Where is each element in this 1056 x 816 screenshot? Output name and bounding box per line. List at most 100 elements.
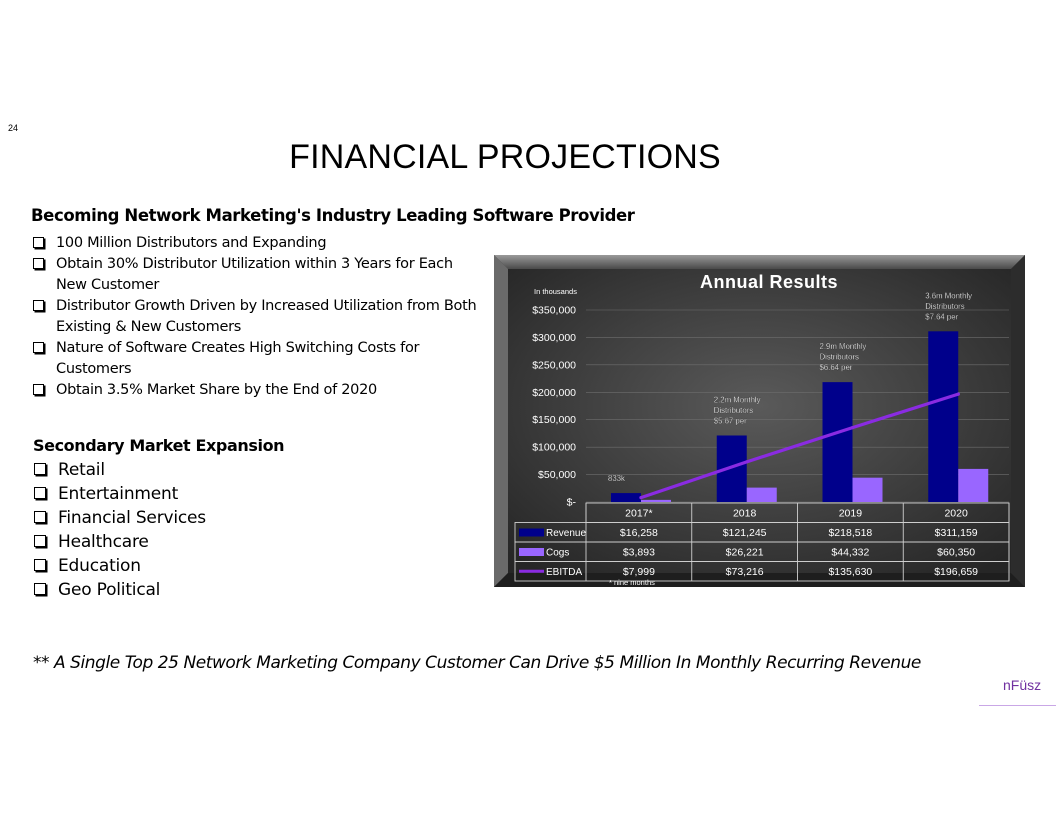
- bullet-text: 100 Million Distributors and Expanding: [56, 235, 327, 251]
- bullet-text: Geo Political: [58, 580, 161, 600]
- bullet-item: Entertainment: [33, 482, 206, 506]
- bullet-item: Obtain 3.5% Market Share by the End of 2…: [31, 380, 481, 401]
- bar-annotation: Distributors: [714, 406, 754, 415]
- checkbox-bullet-icon: [33, 258, 44, 269]
- chart-svg: Annual Results In thousands $- $50,000 $10…: [494, 255, 1025, 587]
- bar-annotation: $5.67 per: [714, 416, 747, 425]
- industry-bullet-list: 100 Million Distributors and Expanding O…: [31, 233, 481, 401]
- bullet-text: Entertainment: [58, 484, 179, 504]
- y-tick-label: $50,000: [538, 469, 576, 481]
- cogs-bar: [852, 477, 883, 502]
- table-value: $7,999: [623, 566, 655, 578]
- bullet-item: Education: [33, 554, 206, 578]
- y-tick-label: $-: [567, 497, 577, 509]
- cogs-bar: [641, 499, 671, 502]
- checkbox-bullet-icon: [33, 300, 44, 311]
- chart-title: Annual Results: [700, 272, 838, 292]
- table-value: $196,659: [934, 566, 978, 578]
- ebitda-point: [745, 460, 749, 464]
- bullet-text: Financial Services: [58, 508, 206, 528]
- y-tick-label: $300,000: [532, 332, 576, 344]
- bar-annotation: 2.2m Monthly: [714, 395, 761, 404]
- bullet-item: 100 Million Distributors and Expanding: [31, 233, 481, 254]
- bar-annotation: 2.9m Monthly: [820, 342, 867, 351]
- table-value: $44,332: [831, 547, 869, 559]
- revenue-bar: [928, 331, 959, 502]
- ebitda-point: [639, 496, 643, 500]
- legend-label: Revenue: [546, 528, 586, 539]
- bullet-item: Retail: [33, 458, 206, 482]
- bullet-text: Distributor Growth Driven by Increased U…: [56, 298, 477, 335]
- x-tick-label: 2017*: [625, 508, 652, 520]
- checkbox-bullet-icon: [33, 237, 44, 248]
- bullet-item: Obtain 30% Distributor Utilization withi…: [31, 254, 481, 296]
- bar-annotation: 833k: [608, 474, 625, 483]
- bar-annotation: 3.6m Monthly: [925, 291, 972, 300]
- revenue-bar: [822, 382, 853, 502]
- brand-logo-text: nFüsz: [1003, 677, 1042, 693]
- ebitda-point: [850, 425, 855, 430]
- chart-unit-label: In thousands: [534, 287, 577, 296]
- legend-swatch: [519, 548, 544, 556]
- chart-footnote: * nine months: [609, 578, 655, 587]
- checkbox-bullet-icon: [33, 384, 44, 395]
- section-heading-industry: Becoming Network Marketing's Industry Le…: [31, 206, 635, 225]
- y-tick-label: $200,000: [532, 387, 576, 399]
- bar-annotation: Distributors: [820, 353, 860, 362]
- bullet-text: Obtain 3.5% Market Share by the End of 2…: [56, 382, 377, 398]
- table-row-border: [514, 561, 1010, 582]
- checkbox-bullet-icon: [34, 487, 46, 499]
- brand-divider: [979, 705, 1056, 706]
- table-value: $3,893: [623, 547, 655, 559]
- page-title: FINANCIAL PROJECTIONS: [289, 138, 721, 176]
- y-tick-label: $350,000: [532, 305, 576, 317]
- revenue-bar: [611, 493, 641, 502]
- checkbox-bullet-icon: [33, 342, 44, 353]
- legend-swatch: [519, 528, 544, 537]
- table-value: $135,630: [828, 566, 872, 578]
- table-value: $26,221: [726, 547, 764, 559]
- y-tick-label: $250,000: [532, 359, 576, 371]
- bullet-text: Healthcare: [58, 532, 149, 552]
- ebitda-point: [956, 392, 960, 396]
- table-value: $73,216: [726, 566, 764, 578]
- checkbox-bullet-icon: [34, 535, 46, 547]
- revenue-bar: [716, 435, 747, 502]
- bullet-item: Distributor Growth Driven by Increased U…: [31, 296, 481, 338]
- checkbox-bullet-icon: [34, 511, 46, 523]
- x-tick-label: 2019: [839, 508, 863, 520]
- checkbox-bullet-icon: [34, 559, 46, 571]
- cogs-bar: [958, 468, 989, 502]
- annual-results-chart: Annual Results In thousands $- $50,000 $10…: [494, 255, 1025, 587]
- bullet-text: Retail: [58, 460, 105, 480]
- bar-annotation: Distributors: [925, 302, 965, 311]
- table-value: $218,518: [828, 527, 872, 539]
- market-bullet-list: Retail Entertainment Financial Services …: [33, 458, 206, 602]
- bullet-item: Financial Services: [33, 506, 206, 530]
- table-value: $60,350: [937, 547, 975, 559]
- bullet-item: Healthcare: [33, 530, 206, 554]
- x-tick-label: 2020: [944, 508, 968, 520]
- x-tick-label: 2018: [733, 508, 757, 520]
- bar-annotation: $6.64 per: [820, 363, 853, 372]
- table-value: $121,245: [723, 527, 767, 539]
- checkbox-bullet-icon: [34, 463, 46, 475]
- page-number: 24: [8, 123, 19, 133]
- table-value: $311,159: [935, 527, 978, 539]
- checkbox-bullet-icon: [34, 583, 46, 595]
- table-value: $16,258: [620, 527, 658, 539]
- legend-label: Cogs: [546, 548, 569, 559]
- cogs-bar: [746, 487, 777, 502]
- bar-annotation: $7.64 per: [925, 312, 958, 321]
- bullet-text: Obtain 30% Distributor Utilization withi…: [56, 256, 453, 293]
- y-tick-label: $100,000: [532, 442, 576, 454]
- bullet-item: Geo Political: [33, 578, 206, 602]
- bullet-item: Nature of Software Creates High Switchin…: [31, 338, 481, 380]
- legend-label: EBITDA: [546, 567, 582, 578]
- bullet-text: Nature of Software Creates High Switchin…: [56, 340, 420, 377]
- footer-note: ** A Single Top 25 Network Marketing Com…: [33, 653, 921, 673]
- bullet-text: Education: [58, 556, 141, 576]
- y-tick-label: $150,000: [532, 414, 576, 426]
- ebitda-line: [639, 392, 960, 500]
- section-heading-secondary-market: Secondary Market Expansion: [33, 436, 285, 455]
